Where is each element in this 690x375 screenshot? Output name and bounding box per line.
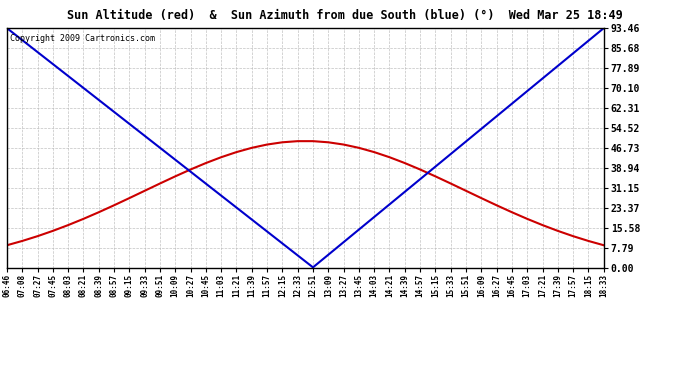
Text: Copyright 2009 Cartronics.com: Copyright 2009 Cartronics.com <box>10 34 155 43</box>
Text: Sun Altitude (red)  &  Sun Azimuth from due South (blue) (°)  Wed Mar 25 18:49: Sun Altitude (red) & Sun Azimuth from du… <box>67 9 623 22</box>
